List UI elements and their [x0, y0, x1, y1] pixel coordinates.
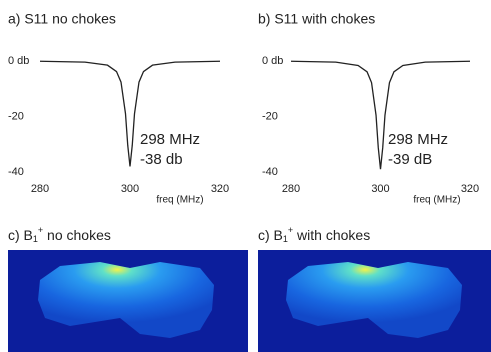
y-tick-label: -40 [262, 166, 278, 178]
chart-title: b) S11 with chokes [258, 11, 375, 27]
panel-title: c) B1+ no chokes [8, 225, 111, 244]
y-tick-label: 0 db [8, 55, 29, 67]
y-tick-label: 0 db [262, 55, 283, 67]
annotation: 298 MHz [388, 131, 448, 148]
x-tick-label: 320 [461, 183, 479, 195]
panel-title: c) B1+ with chokes [258, 225, 370, 244]
heatmap [258, 250, 491, 352]
x-axis-label: freq (MHz) [156, 195, 203, 206]
x-tick-label: 280 [31, 183, 49, 195]
heatmap [8, 250, 248, 352]
x-tick-label: 320 [211, 183, 229, 195]
annotation: 298 MHz [140, 131, 200, 148]
x-tick-label: 300 [121, 183, 139, 195]
line [40, 61, 220, 166]
y-tick-label: -40 [8, 166, 24, 178]
x-tick-label: 300 [371, 183, 389, 195]
annotation: -38 db [140, 151, 183, 168]
annotation: -39 dB [388, 151, 432, 168]
x-tick-label: 280 [282, 183, 300, 195]
line [291, 61, 470, 169]
figure: a) S11 no chokes b) S11 with chokes c) B… [0, 0, 491, 352]
x-axis-label: freq (MHz) [413, 195, 460, 206]
chart-title: a) S11 no chokes [8, 11, 116, 27]
y-tick-label: -20 [8, 110, 24, 122]
y-tick-label: -20 [262, 110, 278, 122]
